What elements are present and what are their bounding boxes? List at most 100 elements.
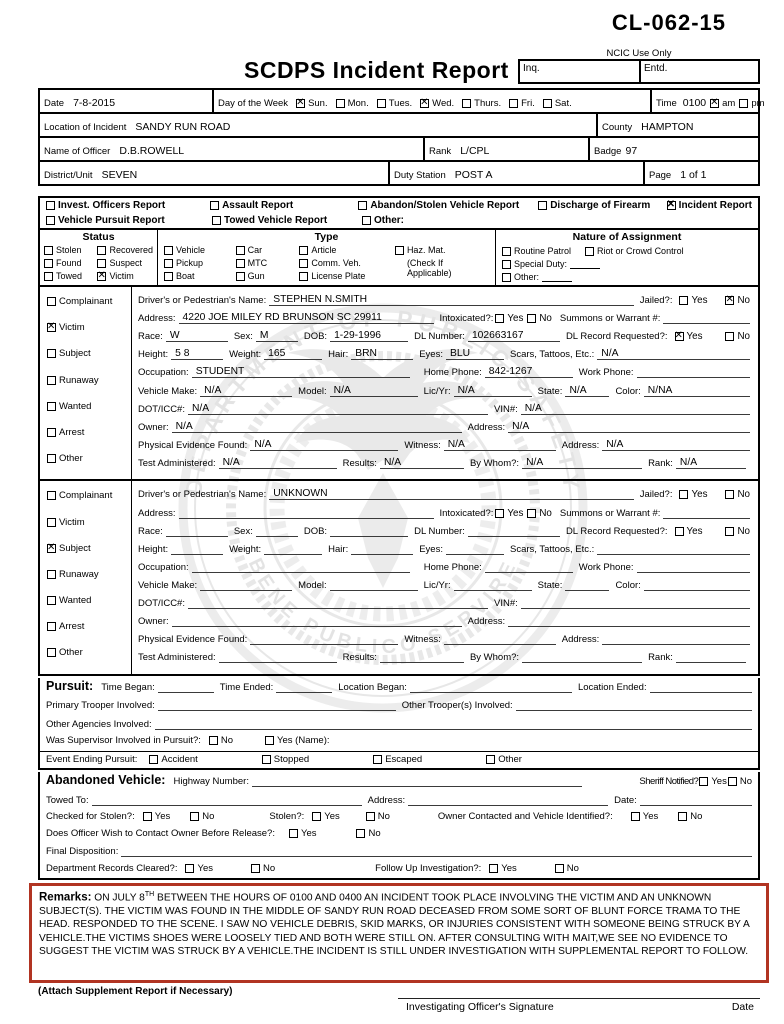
rank-value[interactable]: L/CPL <box>460 145 490 157</box>
p1-vehicle-make-field[interactable]: N/A <box>200 384 293 397</box>
p1-eyes-field[interactable]: BLU <box>445 347 504 361</box>
district-value[interactable]: SEVEN <box>101 169 138 181</box>
p1-rank-field[interactable]: N/A <box>675 456 746 469</box>
towed-checkbox[interactable] <box>44 271 53 281</box>
p2-name-field[interactable]: UNKNOWN <box>269 487 634 501</box>
p1-address-field[interactable]: 4220 JOE MILEY RD BRUNSON SC 29911 <box>178 311 434 325</box>
p2-dlreq-yes-checkbox[interactable] <box>674 526 684 536</box>
checked-stolen-yes-checkbox[interactable] <box>142 812 152 822</box>
p1-dot-field[interactable]: N/A <box>187 402 488 415</box>
supervisor-no-checkbox[interactable] <box>208 736 218 746</box>
p1-home-phone-field[interactable]: 842-1267 <box>484 365 573 379</box>
p2-intox-yes-checkbox[interactable] <box>495 508 505 518</box>
p1-evidence-field[interactable]: N/A <box>250 438 399 451</box>
p1-dlreq-yes-checkbox[interactable] <box>674 331 684 342</box>
p2-other-checkbox[interactable] <box>47 648 56 658</box>
day-wed-checkbox[interactable] <box>420 98 430 108</box>
duty-value[interactable]: POST A <box>454 169 493 181</box>
p2-work-phone-field[interactable] <box>636 560 750 573</box>
accident-checkbox[interactable] <box>149 755 159 765</box>
day-fri-checkbox[interactable] <box>509 99 519 108</box>
vehicle-pursuit-checkbox[interactable] <box>46 216 55 225</box>
p1-intox-yes-checkbox[interactable] <box>495 314 505 324</box>
p2-witness-field[interactable] <box>443 632 556 646</box>
stolen-yes-checkbox[interactable] <box>312 812 322 822</box>
abandoned-date-field[interactable] <box>639 793 752 806</box>
assault-checkbox[interactable] <box>210 201 220 210</box>
p2-dl-field[interactable] <box>467 524 560 537</box>
p1-witness-address-field[interactable]: N/A <box>602 438 750 451</box>
officer-value[interactable]: D.B.ROWELL <box>119 145 185 157</box>
p2-height-field[interactable] <box>171 542 224 555</box>
pursuit-time-ended-field[interactable] <box>276 680 333 693</box>
towed-to-field[interactable] <box>91 793 362 806</box>
p1-dlreq-no-checkbox[interactable] <box>725 332 735 342</box>
p1-name-field[interactable]: STEPHEN N.SMITH <box>269 293 634 307</box>
p2-victim-checkbox[interactable] <box>47 517 56 527</box>
location-value[interactable]: SANDY RUN ROAD <box>135 121 231 133</box>
owner-contacted-no-checkbox[interactable] <box>678 812 688 822</box>
p2-test-field[interactable] <box>218 650 337 664</box>
p2-bywhom-field[interactable] <box>522 650 643 664</box>
p2-results-field[interactable] <box>379 650 464 664</box>
victim-checkbox[interactable] <box>97 271 107 281</box>
p1-other-checkbox[interactable] <box>47 454 56 464</box>
p2-address-field[interactable] <box>178 506 434 519</box>
vehicle-checkbox[interactable] <box>164 245 173 255</box>
p1-wanted-checkbox[interactable] <box>47 401 56 411</box>
hazmat-checkbox[interactable] <box>394 245 404 255</box>
pursuit-loc-began-field[interactable] <box>409 680 572 693</box>
pm-checkbox[interactable] <box>739 99 749 108</box>
pursuit-loc-ended-field[interactable] <box>649 680 752 693</box>
badge-value[interactable]: 97 <box>625 145 638 157</box>
records-cleared-no-checkbox[interactable] <box>250 863 260 873</box>
boat-checkbox[interactable] <box>164 271 173 281</box>
p2-vin-field[interactable] <box>520 596 750 609</box>
p1-results-field[interactable]: N/A <box>379 456 464 469</box>
p1-occupation-field[interactable]: STUDENT <box>191 365 410 379</box>
p1-dl-field[interactable]: 102663167 <box>467 329 560 343</box>
stolen-no-checkbox[interactable] <box>365 812 375 822</box>
p1-race-field[interactable]: W <box>165 329 228 343</box>
p2-arrest-checkbox[interactable] <box>47 622 56 632</box>
ncic-inq-cell[interactable]: Inq. <box>523 63 540 74</box>
p1-runaway-checkbox[interactable] <box>47 375 56 385</box>
followup-no-checkbox[interactable] <box>554 863 564 873</box>
stopped-checkbox[interactable] <box>261 755 271 765</box>
towed-vehicle-checkbox[interactable] <box>212 216 221 225</box>
p1-bywhom-field[interactable]: N/A <box>522 456 643 469</box>
other-report-checkbox[interactable] <box>362 216 371 225</box>
p1-work-phone-field[interactable] <box>636 365 750 379</box>
p2-model-field[interactable] <box>329 578 418 591</box>
pursuit-agencies-field[interactable] <box>154 717 752 730</box>
event-other-checkbox[interactable] <box>486 755 496 765</box>
p2-dlreq-no-checkbox[interactable] <box>725 526 735 536</box>
day-thurs-checkbox[interactable] <box>462 99 472 108</box>
abandoned-address-field[interactable] <box>408 793 609 806</box>
discharge-firearm-checkbox[interactable] <box>538 201 548 210</box>
date-value[interactable]: 7-8-2015 <box>73 97 116 109</box>
p2-witness-address-field[interactable] <box>602 632 750 646</box>
pursuit-time-began-field[interactable] <box>157 680 214 693</box>
recovered-checkbox[interactable] <box>97 245 107 255</box>
p1-hair-field[interactable]: BRN <box>351 347 414 361</box>
p1-jailed-no-checkbox[interactable] <box>725 295 735 306</box>
highway-number-field[interactable] <box>251 774 582 788</box>
p2-wanted-checkbox[interactable] <box>47 596 56 606</box>
final-disposition-field[interactable] <box>121 844 752 858</box>
p2-eyes-field[interactable] <box>445 542 504 555</box>
am-checkbox[interactable] <box>710 98 720 108</box>
records-cleared-yes-checkbox[interactable] <box>185 863 195 873</box>
special-duty-line[interactable] <box>569 259 600 269</box>
p1-test-field[interactable]: N/A <box>218 456 337 469</box>
p1-scars-field[interactable]: N/A <box>597 347 750 361</box>
p1-summons-field[interactable] <box>663 311 750 325</box>
sheriff-no-checkbox[interactable] <box>727 777 737 787</box>
routine-patrol-checkbox[interactable] <box>502 246 511 256</box>
p2-owner-address-field[interactable] <box>508 614 750 628</box>
incident-report-checkbox[interactable] <box>666 200 676 210</box>
p1-weight-field[interactable]: 165 <box>264 347 323 361</box>
nature-other-line[interactable] <box>541 272 572 282</box>
p1-owner-address-field[interactable]: N/A <box>508 420 750 433</box>
day-sun-checkbox[interactable] <box>296 98 306 108</box>
